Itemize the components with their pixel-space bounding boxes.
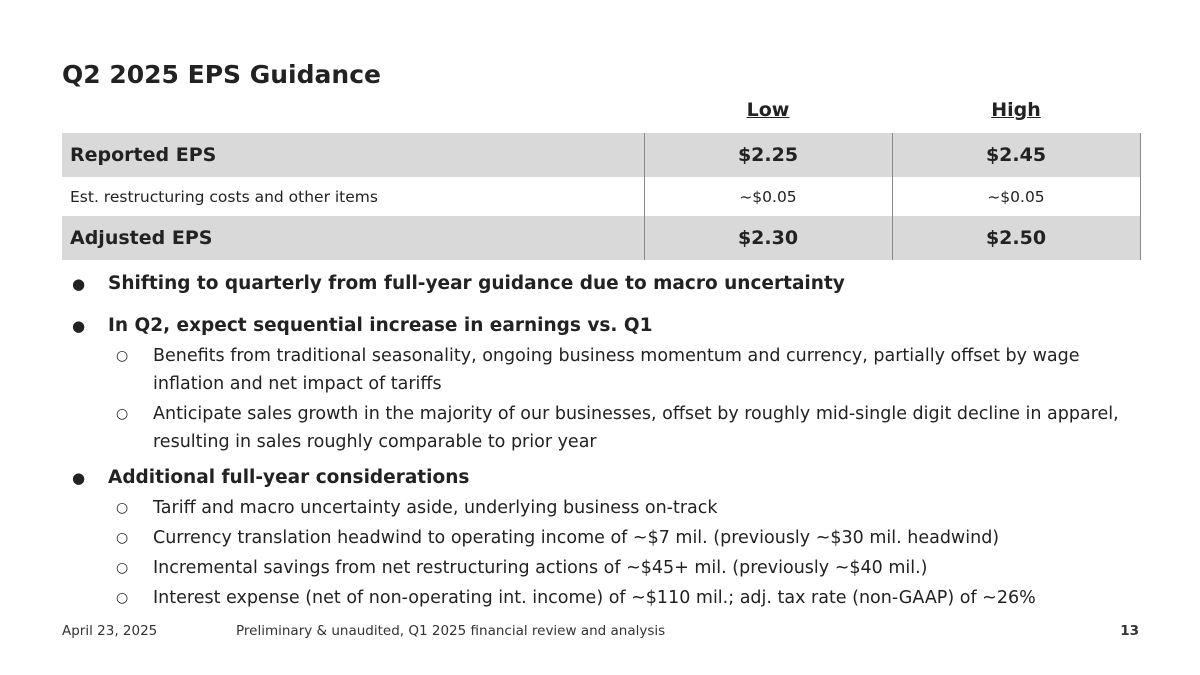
eps-guidance-table: Reported EPS $2.25 $2.45 Est. restructur… xyxy=(62,133,1141,260)
table-row-restructuring: Est. restructuring costs and other items… xyxy=(62,177,1141,216)
table-row-adjusted-eps: Adjusted EPS $2.30 $2.50 xyxy=(62,216,1141,260)
sub-bullet-text: Currency translation headwind to operati… xyxy=(153,528,1000,548)
bullet-item: ● Additional full-year considerations xyxy=(62,464,1152,492)
column-header-high: High xyxy=(991,99,1041,121)
sub-bullet-text: Anticipate sales growth in the majority … xyxy=(153,404,1119,452)
footer-date: April 23, 2025 xyxy=(62,623,158,639)
bullet-text: Shifting to quarterly from full-year gui… xyxy=(108,273,845,294)
bullet-circle-icon: ○ xyxy=(116,560,129,576)
bullet-circle-icon: ○ xyxy=(116,348,129,364)
cell-high: ~$0.05 xyxy=(891,177,1141,216)
bullet-circle-icon: ○ xyxy=(116,406,129,422)
row-label: Est. restructuring costs and other items xyxy=(62,177,644,216)
table-row-reported-eps: Reported EPS $2.25 $2.45 xyxy=(62,133,1141,177)
row-label: Adjusted EPS xyxy=(62,216,644,260)
column-headers: Low High xyxy=(644,99,1140,125)
footer-disclaimer: Preliminary & unaudited, Q1 2025 financi… xyxy=(236,623,666,639)
cell-low: $2.30 xyxy=(643,216,892,260)
sub-bullet-item: ○ Incremental savings from net restructu… xyxy=(62,554,1152,582)
sub-bullet-text: Interest expense (net of non-operating i… xyxy=(153,588,1036,608)
bullet-item: ● Shifting to quarterly from full-year g… xyxy=(62,270,1152,298)
bullet-circle-icon: ○ xyxy=(116,590,129,606)
bullet-dot-icon: ● xyxy=(72,469,86,487)
bullet-list: ● Shifting to quarterly from full-year g… xyxy=(62,270,1152,620)
sub-bullet-item: ○ Tariff and macro uncertainty aside, un… xyxy=(62,494,1152,522)
sub-bullet-item: ○ Benefits from traditional seasonality,… xyxy=(62,342,1152,398)
sub-bullet-item: ○ Anticipate sales growth in the majorit… xyxy=(62,400,1152,456)
bullet-text: In Q2, expect sequential increase in ear… xyxy=(108,315,653,336)
sub-bullet-text: Incremental savings from net restructuri… xyxy=(153,558,928,578)
cell-low: ~$0.05 xyxy=(643,177,892,216)
sub-bullet-item: ○ Interest expense (net of non-operating… xyxy=(62,584,1152,612)
page-title: Q2 2025 EPS Guidance xyxy=(62,60,381,89)
bullet-circle-icon: ○ xyxy=(116,500,129,516)
bullet-circle-icon: ○ xyxy=(116,530,129,546)
sub-bullet-item: ○ Currency translation headwind to opera… xyxy=(62,524,1152,552)
bullet-item: ● In Q2, expect sequential increase in e… xyxy=(62,312,1152,340)
cell-high: $2.45 xyxy=(891,133,1141,177)
cell-high: $2.50 xyxy=(891,216,1141,260)
page-number: 13 xyxy=(1120,623,1139,639)
bullet-text: Additional full-year considerations xyxy=(108,467,470,488)
sub-bullet-text: Tariff and macro uncertainty aside, unde… xyxy=(153,498,718,518)
bullet-dot-icon: ● xyxy=(72,275,86,293)
bullet-dot-icon: ● xyxy=(72,317,86,335)
sub-bullet-text: Benefits from traditional seasonality, o… xyxy=(153,346,1080,394)
row-label: Reported EPS xyxy=(62,133,644,177)
column-header-low: Low xyxy=(746,99,790,121)
cell-low: $2.25 xyxy=(643,133,892,177)
